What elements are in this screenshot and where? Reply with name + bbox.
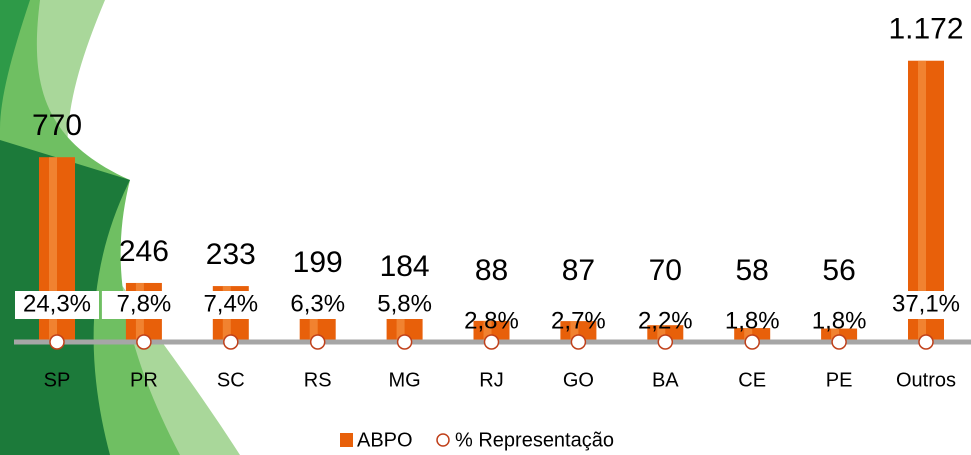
bar-highlight (483, 320, 492, 342)
pct-marker (918, 334, 934, 350)
pct-label: 1,8% (725, 307, 780, 334)
pct-marker (223, 334, 239, 350)
value-label: 246 (119, 235, 169, 268)
bar-highlight (396, 297, 405, 342)
pct-marker (309, 334, 326, 350)
pct-marker (49, 334, 65, 350)
x-tick-label: SC (217, 369, 245, 391)
bar-highlight (49, 157, 57, 342)
x-tick-label: CE (738, 369, 766, 391)
value-label: 199 (293, 246, 343, 279)
legend-label: ABPO (357, 429, 413, 451)
x-tick-label: GO (563, 369, 594, 391)
pct-marker (744, 334, 760, 350)
pct-marker (570, 334, 587, 350)
pct-label-bg (362, 291, 447, 319)
pct-label: 2,7% (551, 307, 606, 334)
pct-marker (396, 334, 413, 350)
bar-highlight (918, 60, 926, 342)
pct-label: 7,8% (117, 290, 172, 317)
pct-label: 2,8% (464, 307, 519, 334)
pct-label: 7,4% (203, 290, 258, 317)
pct-label: 2,2% (638, 307, 693, 334)
x-tick-label: PE (826, 369, 853, 391)
pct-label-bg (884, 291, 968, 319)
bar-highlight (744, 328, 753, 342)
value-label: 770 (32, 109, 82, 142)
pct-label: 6,3% (290, 290, 345, 317)
x-tick-label: BA (652, 369, 679, 391)
pct-label: 5,8% (377, 290, 432, 317)
legend-swatch (436, 433, 450, 447)
pct-label: 1,8% (812, 307, 867, 334)
legend-swatch (340, 433, 353, 447)
value-label: 184 (380, 250, 430, 283)
bar-highlight (657, 325, 666, 342)
x-tick-label: SP (44, 369, 71, 391)
value-label: 70 (649, 254, 682, 287)
pct-marker (657, 334, 674, 350)
background-decoration (0, 0, 240, 455)
pct-marker (831, 334, 847, 350)
pct-label-bg (15, 291, 99, 319)
pct-label-bg (101, 291, 186, 319)
pct-marker (136, 334, 152, 350)
x-tick-label: Outros (896, 369, 956, 391)
value-label: 233 (206, 238, 256, 271)
value-label: 1.172 (888, 13, 963, 46)
x-tick-label: MG (388, 369, 420, 391)
pct-label: 37,1% (892, 290, 960, 317)
value-label: 87 (562, 254, 595, 287)
x-tick-label: RS (304, 369, 332, 391)
x-tick-label: RJ (479, 369, 503, 391)
pct-marker (483, 334, 500, 350)
bar-highlight (570, 321, 579, 342)
bar-highlight (831, 328, 840, 342)
legend-label: % Representação (455, 429, 614, 451)
x-tick-label: PR (130, 369, 158, 391)
pct-label-bg (275, 291, 360, 319)
value-label: 88 (475, 254, 508, 287)
pct-label: 24,3% (23, 290, 91, 317)
value-label: 56 (822, 254, 855, 287)
pct-label-bg (188, 291, 273, 319)
value-label: 58 (736, 254, 769, 287)
